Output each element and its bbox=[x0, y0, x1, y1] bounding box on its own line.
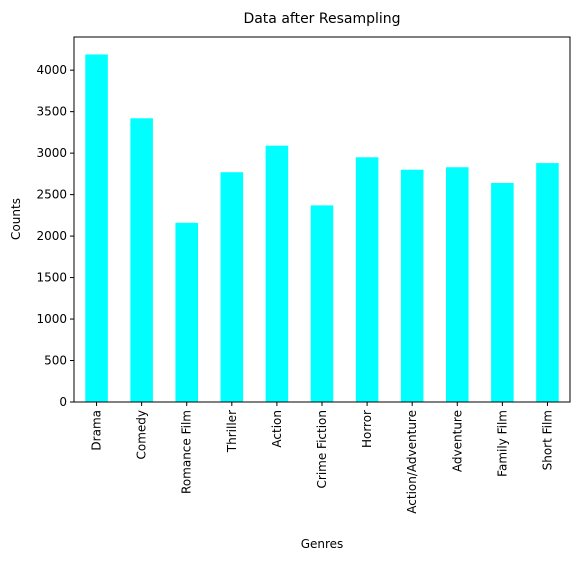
y-tick-label: 2000 bbox=[36, 229, 67, 243]
x-tick-label: Thriller bbox=[225, 410, 239, 453]
y-axis-label: Counts bbox=[9, 198, 23, 240]
x-tick-label: Romance Film bbox=[180, 410, 194, 494]
y-tick-label: 3000 bbox=[36, 146, 67, 160]
x-tick-label: Action bbox=[270, 410, 284, 448]
bar-romance-film bbox=[175, 223, 198, 402]
y-tick-label: 4000 bbox=[36, 63, 67, 77]
x-tick-label: Family Film bbox=[495, 410, 509, 477]
bar-family-film bbox=[491, 183, 514, 402]
y-tick-label: 1500 bbox=[36, 271, 67, 285]
x-axis: Drama Comedy Romance Film Thriller Action Cri… bbox=[90, 402, 555, 514]
y-tick-label: 500 bbox=[44, 354, 67, 368]
bars-group bbox=[85, 54, 558, 402]
y-tick-label: 1000 bbox=[36, 312, 67, 326]
y-tick-label: 2500 bbox=[36, 188, 67, 202]
x-tick-label: Drama bbox=[90, 410, 104, 451]
y-axis: 0 500 1000 1500 2000 2500 3000 3500 4000 bbox=[36, 63, 74, 409]
y-tick-label: 0 bbox=[59, 395, 67, 409]
y-tick-label: 3500 bbox=[36, 105, 67, 119]
bar-comedy bbox=[130, 118, 153, 402]
x-tick-label: Crime Fiction bbox=[315, 410, 329, 488]
bar-horror bbox=[356, 157, 379, 402]
x-axis-label: Genres bbox=[301, 537, 344, 551]
x-tick-label: Horror bbox=[360, 410, 374, 448]
x-tick-label: Comedy bbox=[135, 410, 149, 460]
x-tick-label: Action/Adventure bbox=[405, 410, 419, 514]
bar-drama bbox=[85, 54, 108, 402]
bar-short-film bbox=[536, 163, 559, 402]
bar-action bbox=[266, 146, 289, 402]
bar-crime-fiction bbox=[311, 205, 334, 402]
x-tick-label: Short Film bbox=[540, 410, 554, 470]
bar-action-adventure bbox=[401, 170, 424, 402]
bar-adventure bbox=[446, 167, 469, 402]
bar-thriller bbox=[221, 172, 244, 402]
chart-title: Data after Resampling bbox=[243, 11, 400, 27]
x-tick-label: Adventure bbox=[450, 410, 464, 472]
